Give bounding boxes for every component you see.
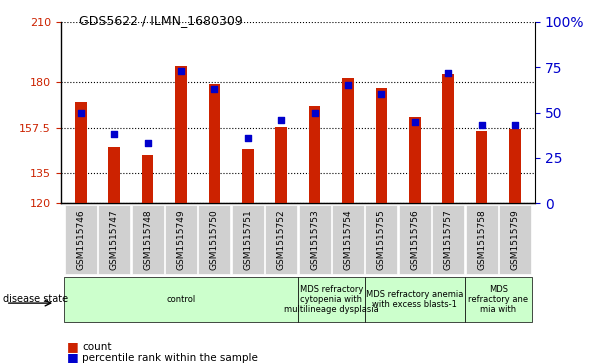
FancyBboxPatch shape (466, 205, 497, 274)
Text: GSM1515749: GSM1515749 (176, 209, 185, 270)
Point (309, 110, 319, 115)
FancyBboxPatch shape (232, 205, 264, 274)
Text: GSM1515751: GSM1515751 (243, 209, 252, 270)
FancyBboxPatch shape (465, 277, 532, 322)
Text: GSM1515746: GSM1515746 (77, 209, 85, 270)
Point (410, 119, 420, 125)
Text: control: control (167, 295, 196, 304)
Text: GSM1515752: GSM1515752 (277, 209, 286, 270)
Bar (142, 155, 153, 203)
Point (443, 70, 453, 76)
FancyBboxPatch shape (499, 205, 531, 274)
FancyBboxPatch shape (299, 205, 331, 274)
Text: GSM1515756: GSM1515756 (410, 209, 420, 270)
Point (343, 82, 353, 88)
Text: MDS refractory
cytopenia with
multilineage dysplasia: MDS refractory cytopenia with multilinea… (284, 285, 379, 314)
Bar (376, 88, 387, 203)
Text: percentile rank within the sample: percentile rank within the sample (82, 352, 258, 363)
Point (277, 117, 286, 123)
Text: GSM1515759: GSM1515759 (511, 209, 519, 270)
Point (176, 68, 186, 74)
Point (76, 110, 86, 115)
Bar (342, 78, 354, 203)
FancyBboxPatch shape (198, 205, 230, 274)
FancyBboxPatch shape (165, 205, 197, 274)
FancyBboxPatch shape (365, 205, 398, 274)
Bar (108, 147, 120, 203)
Text: MDS
refractory ane
mia with: MDS refractory ane mia with (468, 285, 528, 314)
Text: GSM1515747: GSM1515747 (109, 209, 119, 270)
FancyBboxPatch shape (332, 205, 364, 274)
Text: GSM1515755: GSM1515755 (377, 209, 386, 270)
Text: GSM1515757: GSM1515757 (444, 209, 453, 270)
FancyBboxPatch shape (265, 205, 297, 274)
Bar (75, 102, 87, 203)
Text: GSM1515754: GSM1515754 (344, 209, 353, 270)
Text: GSM1515753: GSM1515753 (310, 209, 319, 270)
Bar (475, 131, 488, 203)
Bar (209, 84, 220, 203)
FancyBboxPatch shape (365, 277, 465, 322)
Bar (509, 129, 521, 203)
Point (243, 135, 253, 141)
Text: GDS5622 / ILMN_1680309: GDS5622 / ILMN_1680309 (79, 15, 243, 28)
Bar (175, 66, 187, 203)
FancyBboxPatch shape (98, 205, 130, 274)
Text: ■: ■ (67, 351, 78, 363)
Text: MDS refractory anemia
with excess blasts-1: MDS refractory anemia with excess blasts… (366, 290, 463, 309)
Bar (275, 127, 287, 203)
Bar (242, 149, 254, 203)
Point (376, 91, 386, 97)
FancyBboxPatch shape (432, 205, 465, 274)
Bar (409, 117, 421, 203)
FancyBboxPatch shape (399, 205, 431, 274)
Text: GSM1515758: GSM1515758 (477, 209, 486, 270)
Text: ■: ■ (67, 340, 78, 353)
Text: GSM1515750: GSM1515750 (210, 209, 219, 270)
Point (109, 131, 119, 137)
FancyBboxPatch shape (64, 277, 298, 322)
FancyBboxPatch shape (298, 277, 365, 322)
Bar (309, 106, 320, 203)
Text: disease state: disease state (3, 294, 68, 305)
Point (210, 86, 219, 92)
FancyBboxPatch shape (65, 205, 97, 274)
Point (143, 140, 153, 146)
Point (510, 122, 520, 128)
Point (477, 122, 486, 128)
FancyBboxPatch shape (131, 205, 164, 274)
Text: count: count (82, 342, 112, 352)
Text: GSM1515748: GSM1515748 (143, 209, 152, 270)
Bar (443, 74, 454, 203)
